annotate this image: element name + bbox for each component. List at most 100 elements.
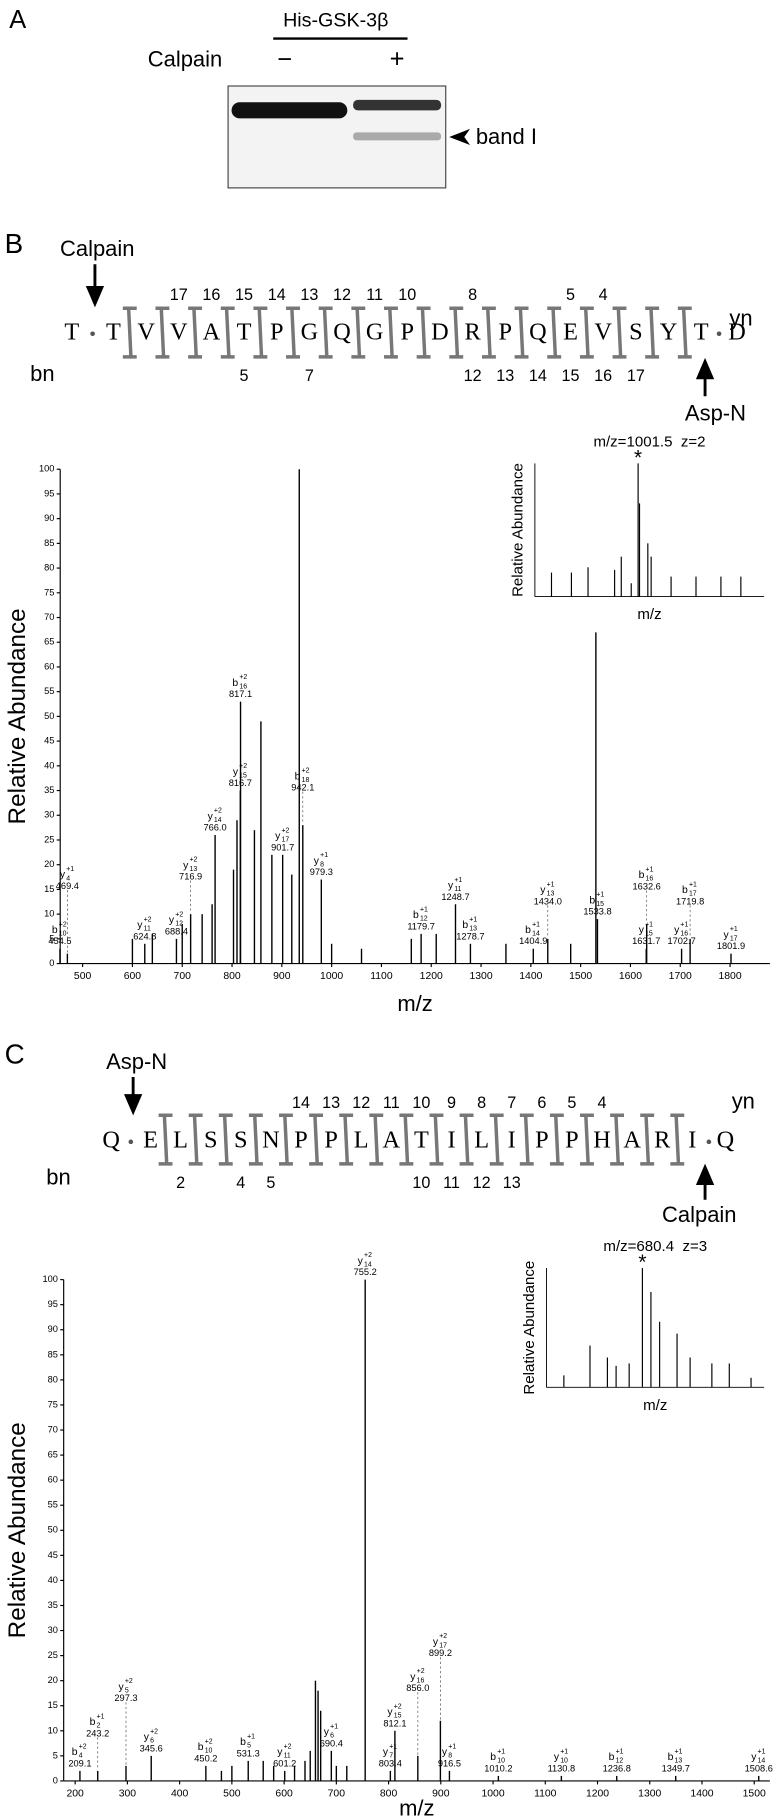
ion-charge: +1 <box>730 926 738 933</box>
mz-label: 1801.9 <box>717 941 745 951</box>
y-ion-number: 15 <box>235 286 253 304</box>
ion-number: 15 <box>645 931 653 938</box>
x-tick-label: 500 <box>223 1788 241 1799</box>
inset-title: m/z=680.4 z=3 <box>603 1238 707 1255</box>
mz-label: 899.2 <box>429 1648 452 1658</box>
x-tick-label: 1700 <box>669 971 692 982</box>
ion-number: 13 <box>469 926 477 933</box>
panel-label: A <box>9 6 26 34</box>
ion-number: 17 <box>689 891 697 898</box>
mz-label: 856.0 <box>406 1683 429 1693</box>
residue: H <box>593 1126 611 1153</box>
b-ion-number: 5 <box>240 367 249 385</box>
x-tick-label: 400 <box>171 1788 189 1799</box>
ion-type: y <box>233 767 239 778</box>
mz-label: 1179.7 <box>407 921 435 931</box>
ion-charge: +2 <box>302 768 310 775</box>
mz-label: 766.0 <box>204 823 227 833</box>
cleavage-dot <box>90 331 95 337</box>
ion-charge: +2 <box>79 1743 87 1750</box>
b-ion-number: 13 <box>503 1174 521 1192</box>
x-tick-label: 800 <box>380 1788 398 1799</box>
b-ion-number: 10 <box>412 1174 430 1192</box>
y-tick-label: 85 <box>44 538 54 548</box>
ion-charge: +2 <box>417 1668 425 1675</box>
y-tick-label: 20 <box>44 859 54 869</box>
residue: E <box>143 1126 158 1153</box>
ion-number: 17 <box>439 1642 447 1649</box>
y-ion-number: 12 <box>333 286 351 304</box>
ion-type: y <box>324 1727 330 1738</box>
ion-type: b <box>90 1717 96 1728</box>
residue: S <box>204 1126 218 1153</box>
inset-background <box>511 1235 772 1423</box>
mz-label: 942.1 <box>291 783 314 793</box>
ion-type: y <box>554 1752 560 1763</box>
residue: S <box>234 1126 248 1153</box>
residue: D <box>431 318 449 345</box>
ion-number: 17 <box>282 837 290 844</box>
y-tick-label: 75 <box>44 587 54 597</box>
ion-charge: +1 <box>532 921 540 928</box>
ion-charge: +2 <box>394 1703 402 1710</box>
ion-charge: +2 <box>239 674 247 681</box>
x-tick-label: 600 <box>124 971 142 982</box>
x-tick-label: 900 <box>432 1788 450 1799</box>
y-tick-label: 5 <box>53 1750 58 1760</box>
x-tick-label: 1400 <box>519 971 542 982</box>
y-tick-label: 15 <box>44 884 54 894</box>
y-tick-label: 30 <box>48 1625 58 1635</box>
mz-label: 1130.8 <box>548 1763 576 1773</box>
fragment-brackets <box>158 1113 685 1166</box>
y-tick-label: 95 <box>48 1299 58 1309</box>
residue: T <box>694 318 709 345</box>
residue: R <box>464 318 481 345</box>
mz-label: 1631.7 <box>632 936 660 946</box>
mz-label: 624.8 <box>133 931 156 941</box>
x-tick-label: 500 <box>74 971 92 982</box>
ion-number: 2 <box>97 1723 101 1730</box>
x-tick-label: 200 <box>66 1788 84 1799</box>
y-ion-number: 5 <box>567 1094 576 1112</box>
cleavage-dot <box>706 1139 712 1145</box>
ion-number: 11 <box>144 926 151 933</box>
ion-number: 12 <box>616 1758 624 1765</box>
residue: A <box>623 1126 641 1153</box>
residue: G <box>366 318 384 345</box>
x-tick-label: 600 <box>275 1788 293 1799</box>
residue: P <box>401 318 415 345</box>
y-tick-label: 35 <box>44 785 54 795</box>
mz-label: 716.9 <box>179 872 202 882</box>
mz-label: 243.2 <box>86 1728 109 1738</box>
mz-label: 1236.8 <box>603 1763 631 1773</box>
x-tick-label: 1000 <box>481 1788 504 1799</box>
y-ion-number: 16 <box>202 286 220 304</box>
ion-number: 14 <box>364 1261 372 1268</box>
mz-label: 1248.7 <box>441 892 469 902</box>
arrowhead <box>449 128 471 146</box>
x-tick-label: 1200 <box>586 1788 609 1799</box>
ion-number: 11 <box>284 1753 291 1760</box>
y-tick-label: 0 <box>53 1775 58 1785</box>
ion-charge: +2 <box>175 911 183 918</box>
residue: L <box>173 1126 188 1153</box>
y-ion-number: 10 <box>398 286 416 304</box>
b-ion-number: 16 <box>594 367 612 385</box>
y-tick-label: 40 <box>48 1575 58 1585</box>
inset-title: m/z=1001.5 z=2 <box>593 434 705 451</box>
y-tick-label: 0 <box>49 958 54 968</box>
panel-label: B <box>5 228 24 259</box>
x-tick-label: 1500 <box>569 971 592 982</box>
ion-type: y <box>358 1256 364 1267</box>
cleavage-arrow <box>123 1077 143 1116</box>
fragment-brackets <box>122 306 692 359</box>
residue: P <box>565 1126 579 1153</box>
ion-number: 16 <box>417 1677 425 1684</box>
mz-label: 531.3 <box>237 1748 260 1758</box>
ion-type: y <box>137 920 143 931</box>
x-tick-label: 1100 <box>534 1788 557 1799</box>
ion-type: b <box>52 925 58 936</box>
y-tick-label: 70 <box>48 1424 58 1434</box>
x-tick-label: 700 <box>174 971 192 982</box>
ion-number: 10 <box>59 931 67 938</box>
